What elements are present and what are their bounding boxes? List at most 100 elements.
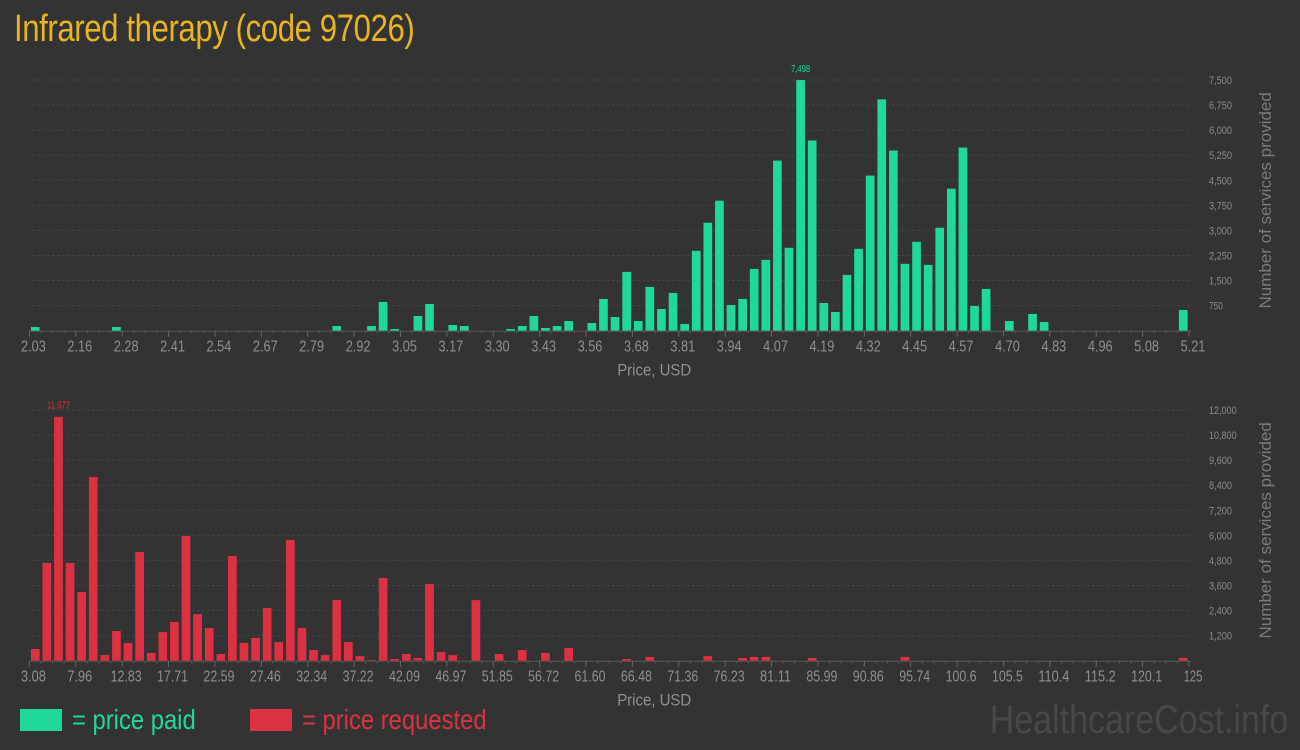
x-tick-label: 3.30 — [485, 339, 510, 356]
bar — [796, 80, 805, 331]
bar — [65, 562, 75, 661]
x-tick-label: 4.19 — [810, 339, 835, 356]
x-tick-label: 3.56 — [578, 339, 603, 356]
bar — [738, 298, 747, 331]
x-tick-label: 4.45 — [902, 339, 927, 356]
bar — [633, 321, 643, 331]
bar — [239, 642, 249, 661]
bar — [622, 271, 631, 331]
price-paid-label: = price paid — [72, 704, 196, 735]
bar — [320, 655, 330, 661]
x-tick-label: 90.86 — [853, 669, 884, 686]
bar — [541, 328, 550, 331]
bar — [738, 657, 747, 661]
bar — [807, 657, 817, 661]
bar — [587, 323, 597, 331]
bar — [923, 264, 933, 331]
x-tick-label: 110.4 — [1038, 669, 1069, 686]
bar — [448, 655, 458, 661]
x-tick-label: 3.05 — [392, 339, 417, 356]
price-paid-swatch — [20, 709, 62, 731]
bar — [251, 637, 260, 661]
bar — [935, 227, 945, 331]
x-tick-label: 3.08 — [21, 669, 46, 686]
x-tick-label: 125 — [1184, 669, 1203, 686]
max-value-label: 7,498 — [791, 64, 810, 75]
y-tick-label: 4,800 — [1209, 555, 1232, 567]
legend-item-price-requested: = price requested — [250, 704, 519, 736]
bar — [645, 286, 655, 331]
y-tick-label: 1,500 — [1209, 276, 1232, 288]
bar — [749, 656, 759, 661]
bar — [703, 222, 713, 331]
bar — [726, 304, 736, 331]
bar — [332, 600, 342, 661]
bar — [657, 308, 666, 331]
price-paid-chart: 750 1,500 2,250 3,000 3,750 4,500 5,250 6,000 6,… — [21, 64, 1275, 380]
bar — [459, 326, 469, 331]
bar — [691, 250, 701, 331]
bar — [773, 160, 782, 331]
x-tick-label: 3.17 — [438, 339, 463, 356]
bar — [668, 292, 678, 331]
bar — [390, 659, 400, 661]
x-tick-label: 100.6 — [946, 669, 977, 686]
x-tick-label: 4.07 — [763, 339, 788, 356]
bar — [88, 477, 98, 661]
bar — [367, 326, 376, 331]
bar — [30, 327, 40, 331]
y-tick-label: 4,500 — [1209, 175, 1232, 187]
x-tick-label: 3.43 — [531, 339, 556, 356]
bar — [413, 657, 423, 661]
bar — [552, 326, 562, 331]
bar — [900, 263, 910, 331]
bar — [541, 652, 550, 661]
x-tick-label: 5.21 — [1181, 339, 1206, 356]
x-tick-label: 3.94 — [717, 339, 742, 356]
x-tick-label: 76.23 — [714, 669, 745, 686]
x-tick-label: 120.1 — [1131, 669, 1162, 686]
bar — [123, 642, 133, 661]
bar — [193, 614, 202, 661]
y-tick-label: 6,000 — [1209, 125, 1232, 137]
bar — [517, 326, 527, 331]
max-value-label: 11,677 — [47, 401, 70, 412]
x-tick-label: 17.71 — [157, 669, 188, 686]
y-tick-label: 6,750 — [1209, 100, 1232, 112]
x-tick-label: 2.54 — [207, 339, 232, 356]
bar — [401, 654, 411, 661]
bar — [112, 631, 121, 661]
bar — [30, 649, 40, 661]
x-axis-title: Price, USD — [617, 361, 691, 380]
x-tick-label: 46.97 — [435, 669, 466, 686]
bar — [181, 535, 191, 661]
x-tick-label: 115.2 — [1085, 669, 1116, 686]
legend-item-price-paid: = price paid — [20, 704, 218, 736]
y-tick-label: 9,600 — [1209, 455, 1232, 467]
bar — [448, 325, 458, 331]
y-tick-label: 10,800 — [1209, 430, 1237, 442]
x-tick-label: 61.60 — [575, 669, 606, 686]
price-requested-label: = price requested — [302, 704, 487, 735]
price-requested-chart: 1,200 2,400 3,600 4,800 6,000 7,200 8,400 9,600… — [21, 401, 1275, 710]
bar — [413, 315, 423, 331]
bar — [1178, 657, 1188, 661]
bar — [529, 315, 539, 331]
bar — [216, 654, 226, 661]
bar — [170, 622, 179, 661]
bar — [564, 647, 574, 661]
x-tick-label: 2.92 — [346, 339, 371, 356]
x-tick-label: 105.5 — [992, 669, 1023, 686]
y-tick-label: 7,500 — [1209, 75, 1232, 87]
x-tick-label: 4.70 — [995, 339, 1020, 356]
bar — [680, 324, 689, 331]
bar — [877, 99, 887, 331]
x-tick-label: 2.03 — [21, 339, 46, 356]
y-tick-label: 3,000 — [1209, 225, 1232, 237]
bar — [112, 327, 121, 331]
bar — [912, 241, 921, 331]
bar — [807, 140, 817, 331]
bar — [54, 416, 63, 661]
bar — [506, 329, 516, 331]
bar — [390, 329, 400, 331]
